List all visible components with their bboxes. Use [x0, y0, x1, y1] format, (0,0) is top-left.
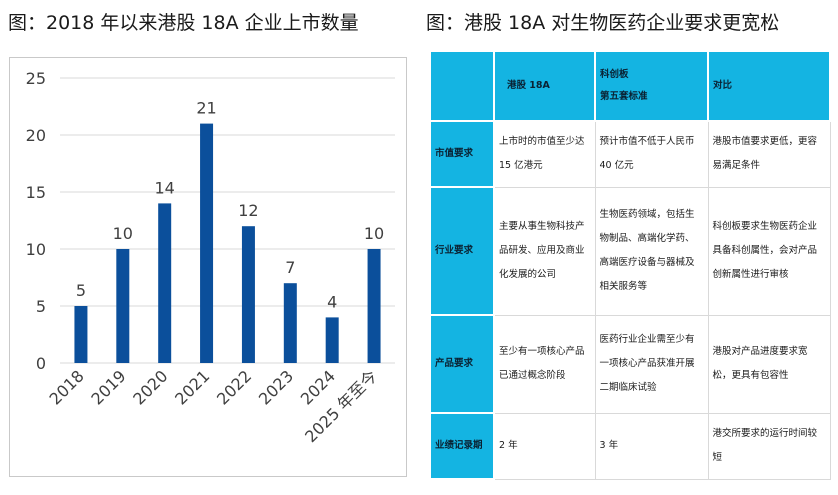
row-label: 业绩记录期: [429, 412, 495, 480]
cell-hk: 至少有一项核心产品已通过概念阶段: [493, 314, 596, 414]
chart-frame: 0 5 10 15 20 25 5 2018 10 2019 14 2020 21 2021 12 2022 7…: [9, 57, 407, 477]
left-title: 图：2018 年以来港股 18A 企业上市数量: [8, 12, 359, 34]
right-title: 图：港股 18A 对生物医药企业要求更宽松: [426, 12, 780, 34]
data-label: 10: [113, 224, 133, 243]
table-row: 市值要求 上市时的市值至少达 15 亿港元 预计市值不低于人民币 40 亿元 港…: [429, 120, 831, 188]
header-hk: 港股 18A: [493, 50, 596, 122]
table-header-row: 港股 18A 科创板 第五套标准 对比: [429, 50, 831, 122]
cell-star: 生物医药领域，包括生物制品、高端化学药、高端医疗设备与器械及相关服务等: [594, 186, 709, 316]
table-row: 产品要求 至少有一项核心产品已通过概念阶段 医药行业企业需至少有一项核心产品获准…: [429, 314, 831, 414]
data-label: 21: [196, 99, 216, 118]
bar: [367, 249, 381, 363]
comparison-table: 港股 18A 科创板 第五套标准 对比 市值要求 上市时的市值至少达 15 亿港…: [429, 50, 831, 480]
y-tick-label: 5: [36, 297, 46, 316]
bar: [116, 249, 130, 363]
y-tick-label: 0: [36, 354, 46, 373]
cell-star: 预计市值不低于人民币 40 亿元: [594, 120, 709, 188]
y-tick-label: 25: [26, 69, 46, 88]
row-label: 行业要求: [429, 186, 495, 316]
cell-star: 3 年: [594, 412, 709, 480]
row-label: 市值要求: [429, 120, 495, 188]
data-label: 10: [364, 224, 384, 243]
table-row: 业绩记录期 2 年 3 年 港交所要求的运行时间较短: [429, 412, 831, 480]
x-tick-label: 2020: [129, 366, 171, 408]
data-label: 5: [76, 281, 86, 300]
cell-hk: 上市时的市值至少达 15 亿港元: [493, 120, 596, 188]
data-label: 12: [238, 201, 258, 220]
table-row: 行业要求 主要从事生物科技产品研发、应用及商业化发展的公司 生物医药领域，包括生…: [429, 186, 831, 316]
cell-hk: 主要从事生物科技产品研发、应用及商业化发展的公司: [493, 186, 596, 316]
header-corner: [429, 50, 495, 122]
cell-compare: 科创板要求生物医药企业具备科创属性，会对产品创新属性进行审核: [707, 186, 831, 316]
x-tick-label: 2018: [46, 366, 88, 408]
y-tick-label: 10: [26, 240, 46, 259]
header-star: 科创板 第五套标准: [594, 50, 709, 122]
cell-compare: 港交所要求的运行时间较短: [707, 412, 831, 480]
x-tick-label: 2022: [213, 366, 255, 408]
data-label: 7: [285, 258, 295, 277]
header-compare: 对比: [707, 50, 831, 122]
data-label: 14: [155, 178, 175, 197]
cell-compare: 港股市值要求更低，更容易满足条件: [707, 120, 831, 188]
cell-star: 医药行业企业需至少有一项核心产品获准开展二期临床试验: [594, 314, 709, 414]
cell-hk: 2 年: [493, 412, 596, 480]
bar: [325, 317, 339, 363]
y-tick-label: 20: [26, 126, 46, 145]
bar: [283, 283, 297, 363]
y-tick-label: 15: [26, 183, 46, 202]
cell-compare: 港股对产品进度要求宽松，更具有包容性: [707, 314, 831, 414]
row-label: 产品要求: [429, 314, 495, 414]
bar: [241, 226, 255, 363]
bar-chart: 0 5 10 15 20 25 5 2018 10 2019 14 2020 21 2021 12 2022 7…: [26, 69, 395, 446]
bar: [158, 203, 172, 363]
bar: [74, 306, 88, 363]
x-tick-label: 2019: [87, 366, 129, 408]
x-tick-label: 2021: [171, 366, 213, 408]
x-tick-label: 2023: [255, 366, 297, 408]
bar: [200, 123, 214, 363]
data-label: 4: [327, 292, 337, 311]
